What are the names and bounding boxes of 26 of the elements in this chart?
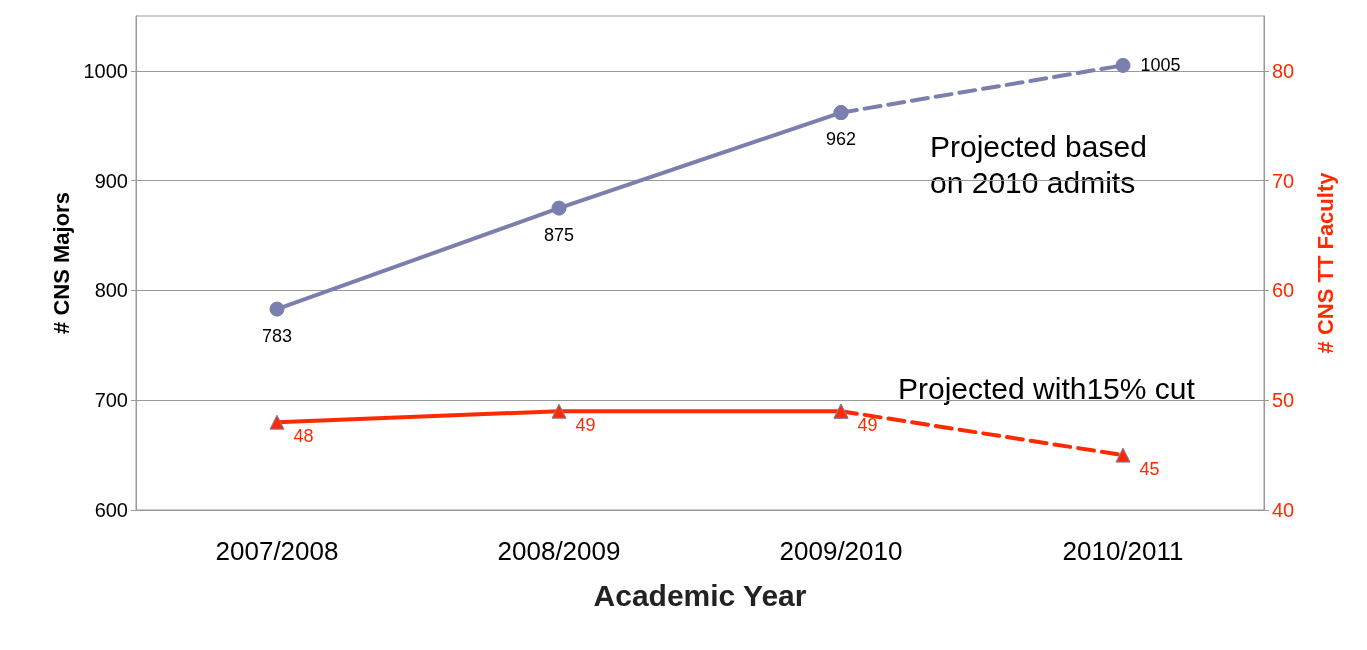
y2-axis-title: # CNS TT Faculty bbox=[1312, 171, 1338, 354]
data-label: 45 bbox=[1139, 458, 1160, 479]
y-tick-label: 1000 bbox=[83, 59, 128, 82]
data-label: 875 bbox=[543, 224, 575, 245]
y2-tick-label: 50 bbox=[1272, 389, 1295, 412]
data-label: 1005 bbox=[1140, 55, 1181, 76]
x-tick-label: 2010/2011 bbox=[1062, 536, 1184, 566]
y2-tick-label: 80 bbox=[1272, 59, 1295, 82]
y2-tick-label: 40 bbox=[1272, 499, 1295, 521]
data-label: 48 bbox=[293, 425, 314, 446]
x-tick-label: 2008/2009 bbox=[497, 536, 621, 566]
y2-tick-label: 70 bbox=[1272, 169, 1295, 192]
annotation: Projected with15% cut bbox=[898, 371, 1196, 405]
data-label: 49 bbox=[857, 414, 878, 435]
y-axis-title: # CNS Majors bbox=[49, 192, 75, 334]
data-label: 783 bbox=[261, 325, 293, 346]
y-tick-label: 800 bbox=[94, 279, 128, 302]
y2-tick-label: 60 bbox=[1272, 279, 1295, 302]
y-tick-label: 900 bbox=[94, 169, 128, 192]
data-label: 49 bbox=[575, 414, 596, 435]
x-axis-title: Academic Year bbox=[593, 578, 807, 612]
data-label: 962 bbox=[825, 129, 857, 150]
x-tick-label: 2009/2010 bbox=[779, 536, 903, 566]
x-tick-label: 2007/2008 bbox=[215, 536, 339, 566]
y-tick-label: 600 bbox=[94, 499, 128, 521]
y-tick-label: 700 bbox=[94, 389, 128, 412]
